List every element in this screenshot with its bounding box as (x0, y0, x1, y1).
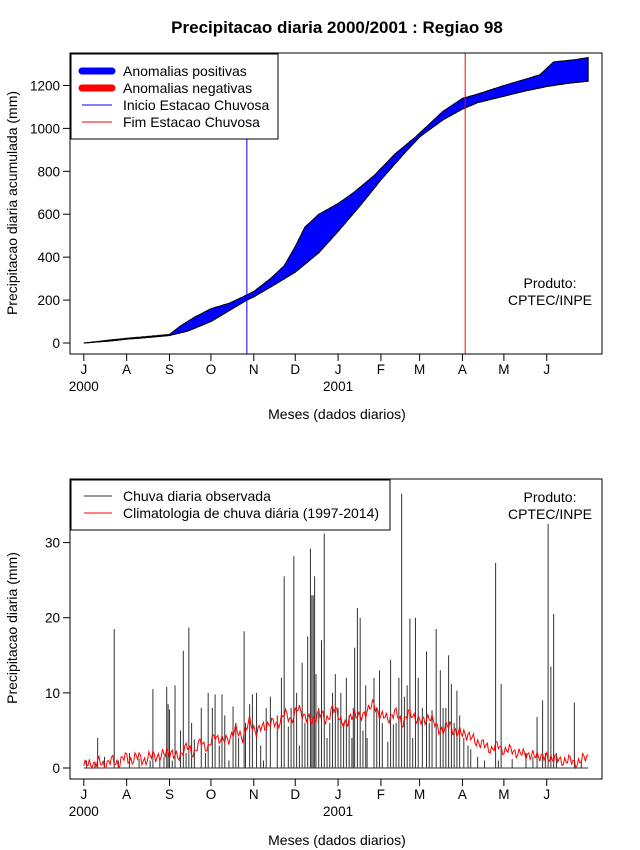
bottom-xtick-label: M (498, 787, 509, 802)
bottom-xtick-label: N (249, 787, 259, 802)
top-xtick-label: F (377, 362, 385, 377)
top-plot-frame (69, 52, 603, 355)
bottom-xtick-label: J (543, 787, 550, 802)
top-annotation-cptec: CPTEC/INPE (508, 292, 592, 308)
top-xtick-label: J (543, 362, 550, 377)
legend-label-anomalias-negativas: Anomalias negativas (123, 80, 252, 96)
chart-title: Precipitacao diaria 2000/2001 : Regiao 9… (171, 18, 503, 37)
top-xtick-label: N (249, 362, 259, 377)
bottom-legend-box (70, 479, 391, 531)
climatologia-acumulada-line (83, 80, 589, 344)
bottom-ytick-label: 30 (45, 536, 60, 551)
top-x-axis-label: Meses (dados diarios) (268, 406, 406, 422)
bottom-annotation-produto: Produto: (524, 489, 577, 505)
top-xtick-label: J (335, 362, 342, 377)
bottom-legend: Chuva diaria observada Climatologia de c… (70, 479, 391, 531)
bottom-xtick-label: O (206, 787, 217, 802)
bottom-xtick-label: M (414, 787, 425, 802)
top-xtick-label: A (122, 362, 131, 377)
top-ytick-label: 600 (37, 207, 60, 222)
legend-label-fim-estacao: Fim Estacao Chuvosa (123, 114, 260, 130)
top-xtick-label: D (290, 362, 300, 377)
anomaly-area-group (83, 57, 589, 344)
legend-label-chuva-observada: Chuva diaria observada (123, 488, 271, 504)
climatology-line-group (83, 699, 589, 770)
bottom-x-axis-label: Meses (dados diarios) (268, 832, 406, 848)
top-year-label: 2001 (323, 379, 353, 394)
top-xtick-label: M (498, 362, 509, 377)
bottom-plot-frame (69, 478, 603, 780)
bottom-y-axis: 0 10 20 30 (45, 536, 70, 776)
climatologia-line (83, 699, 589, 770)
top-ytick-label: 1200 (30, 78, 60, 93)
top-xtick-label: M (414, 362, 425, 377)
top-y-axis: 0 200 400 600 800 1000 1200 (30, 78, 70, 351)
observed-bars-group (83, 493, 589, 769)
bottom-y-axis-label: Precipitacao diaria (mm) (4, 552, 20, 704)
top-xtick-label: S (165, 362, 174, 377)
top-ytick-label: 0 (52, 336, 60, 351)
bottom-xtick-label: A (122, 787, 131, 802)
top-year-label: 2000 (69, 379, 99, 394)
top-ytick-label: 400 (37, 250, 60, 265)
top-xtick-label: J (80, 362, 87, 377)
top-legend: Anomalias positivas Anomalias negativas … (70, 53, 279, 140)
top-ytick-label: 200 (37, 293, 60, 308)
bottom-xtick-label: F (377, 787, 385, 802)
bottom-year-label: 2000 (69, 804, 99, 819)
bottom-xtick-label: S (165, 787, 174, 802)
bottom-ytick-label: 20 (45, 611, 60, 626)
legend-label-anomalias-positivas: Anomalias positivas (123, 63, 247, 79)
top-annotation-produto: Produto: (524, 275, 577, 291)
bottom-xtick-label: J (80, 787, 87, 802)
top-xtick-label: A (458, 362, 467, 377)
top-ytick-label: 800 (37, 164, 60, 179)
bottom-xtick-label: D (290, 787, 300, 802)
legend-label-climatologia: Climatologia de chuva diária (1997-2014) (123, 505, 379, 521)
top-y-axis-label: Precipitacao diaria acumulada (mm) (4, 91, 20, 315)
top-ytick-label: 1000 (30, 121, 60, 136)
bottom-ytick-label: 0 (52, 761, 60, 776)
bottom-x-axis: J A S O N D J F M A M J 2000 2001 (69, 779, 550, 819)
bottom-annotation-cptec: CPTEC/INPE (508, 506, 592, 522)
bottom-ytick-label: 10 (45, 686, 60, 701)
legend-label-inicio-estacao: Inicio Estacao Chuvosa (123, 97, 270, 113)
bottom-year-label: 2001 (323, 804, 353, 819)
bottom-xtick-label: J (335, 787, 342, 802)
bottom-xtick-label: A (458, 787, 467, 802)
top-xtick-label: O (206, 362, 217, 377)
top-x-axis: J A S O N D J F M A M J 2000 2001 (69, 354, 550, 394)
